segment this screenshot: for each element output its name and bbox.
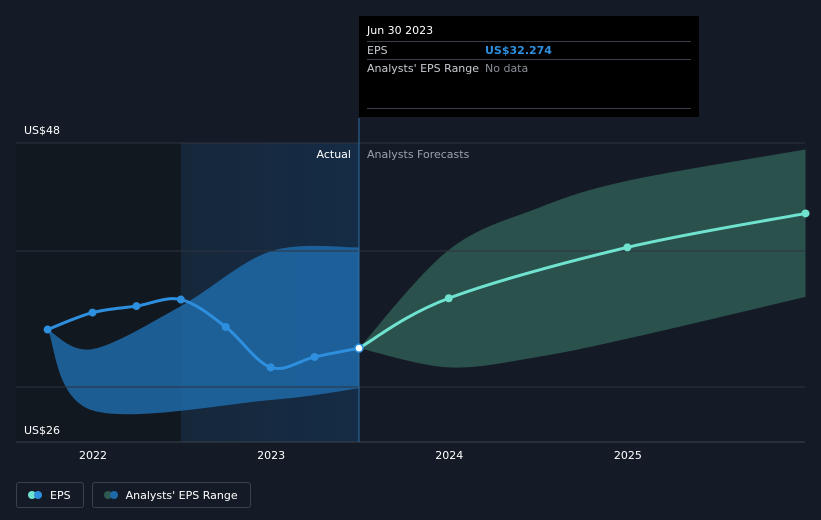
y-axis-max-label: US$48 [24,124,60,137]
y-axis-min-label: US$26 [24,424,60,437]
actual-range-band [47,245,359,415]
tooltip-range-value: No data [485,62,529,75]
tooltip-row-range: Analysts' EPS Range No data [367,59,691,77]
actual-eps-point-5 [266,363,275,372]
legend-eps-label: EPS [50,488,71,502]
legend-range-label: Analysts' EPS Range [125,488,238,502]
forecast-eps-point-3 [801,209,810,218]
x-tick-2025: 2025 [614,449,642,462]
x-tick-2022: 2022 [79,449,107,462]
legend-eps-toggle[interactable]: EPS [16,482,84,508]
forecast-eps-line [358,211,806,350]
tooltip-date: Jun 30 2023 [367,24,434,37]
legend: EPS Analysts' EPS Range [16,482,251,508]
x-tick-2023: 2023 [257,449,285,462]
forecast-eps-point-2 [623,243,632,252]
x-tick-2024: 2024 [435,449,463,462]
forecast-eps-point-1 [444,294,453,303]
range-legend-icon [103,491,118,499]
actual-eps-point-6 [310,352,319,361]
actual-eps-point-3 [176,295,185,304]
actual-region-label: Actual [317,148,351,161]
tooltip-range-label: Analysts' EPS Range [367,62,480,75]
tooltip-row-eps: EPS US$32.274 [367,41,691,59]
actual-eps-point-7 [354,343,364,353]
forecast-region-label: Analysts Forecasts [367,148,470,161]
actual-eps-point-0 [43,325,52,334]
actual-eps-point-2 [132,302,141,311]
tooltip-eps-label: EPS [367,44,388,57]
actual-eps-point-1 [88,308,97,317]
tooltip-divider [367,108,691,109]
tooltip: Jun 30 2023 EPS US$32.274 Analysts' EPS … [359,16,699,117]
actual-eps-point-4 [221,322,230,331]
tooltip-eps-value: US$32.274 [485,44,552,57]
legend-range-toggle[interactable]: Analysts' EPS Range [91,482,251,508]
eps-legend-icon [28,491,42,499]
